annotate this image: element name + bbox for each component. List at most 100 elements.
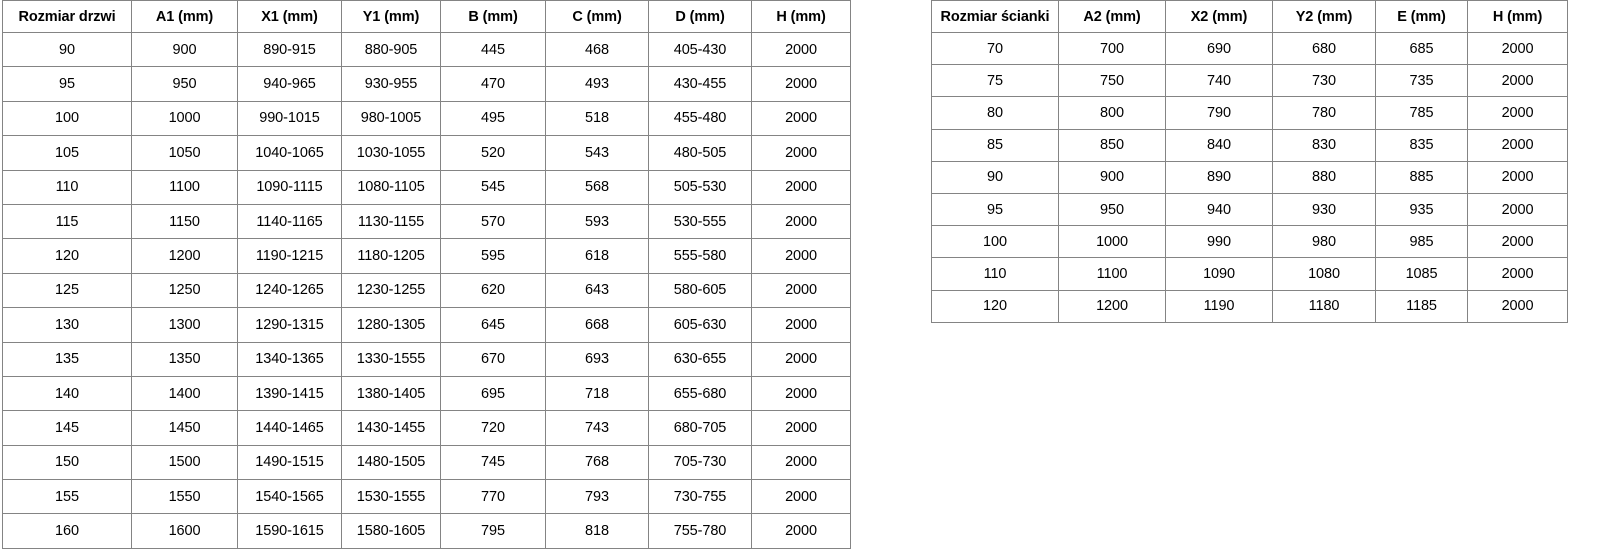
cell-doors-r13-c3: 1530-1555: [341, 479, 441, 515]
cell-doors-r13-c2: 1540-1565: [237, 479, 342, 515]
cell-doors-r5-c3: 1130-1155: [341, 203, 441, 240]
column-header-doors-1: A1 (mm): [131, 0, 238, 33]
cell-walls-r6-c0: 100: [931, 225, 1059, 259]
cell-walls-r8-c1: 1200: [1058, 289, 1166, 323]
cell-walls-r4-c3: 880: [1272, 160, 1376, 194]
cell-doors-r10-c2: 1390-1415: [237, 375, 342, 412]
cell-walls-r1-c1: 750: [1058, 64, 1166, 98]
cell-doors-r3-c0: 105: [2, 135, 132, 171]
cell-doors-r5-c1: 1150: [131, 203, 238, 240]
column-header-doors-2: X1 (mm): [237, 0, 342, 33]
cell-walls-r3-c1: 850: [1058, 128, 1166, 162]
cell-doors-r3-c7: 2000: [751, 135, 851, 171]
cell-walls-r6-c4: 985: [1375, 225, 1468, 259]
column-header-doors-7: H (mm): [751, 0, 851, 33]
cell-doors-r12-c0: 150: [2, 444, 132, 481]
table-row: 100 1000 990 980 985 2000: [931, 225, 1568, 259]
cell-doors-r10-c6: 655-680: [648, 375, 752, 412]
cell-walls-r5-c2: 940: [1165, 192, 1273, 227]
column-header-doors-3: Y1 (mm): [341, 0, 441, 33]
table-row: 125 1250 1240-1265 1230-1255 620 643 580-605 20…: [2, 272, 851, 309]
cell-doors-r10-c4: 695: [440, 375, 546, 412]
cell-doors-r7-c4: 620: [440, 272, 546, 309]
column-header-doors-0: Rozmiar drzwi: [2, 0, 132, 33]
cell-doors-r12-c7: 2000: [751, 444, 851, 481]
cell-doors-r2-c0: 100: [2, 100, 132, 137]
door-size-table: Rozmiar drzwi A1 (mm) X1 (mm) Y1 (mm) B (mm)…: [2, 0, 851, 549]
cell-doors-r4-c5: 568: [545, 169, 649, 205]
cell-walls-r7-c2: 1090: [1165, 257, 1273, 291]
cell-doors-r7-c5: 643: [545, 272, 649, 309]
cell-doors-r1-c1: 950: [131, 66, 238, 102]
cell-doors-r5-c7: 2000: [751, 203, 851, 240]
cell-doors-r8-c6: 605-630: [648, 307, 752, 343]
cell-doors-r2-c1: 1000: [131, 100, 238, 137]
cell-doors-r6-c7: 2000: [751, 238, 851, 274]
cell-doors-r7-c0: 125: [2, 272, 132, 309]
cell-doors-r11-c6: 680-705: [648, 410, 752, 446]
cell-walls-r6-c5: 2000: [1467, 225, 1568, 259]
cell-walls-r4-c5: 2000: [1467, 160, 1568, 194]
cell-walls-r7-c0: 110: [931, 257, 1059, 291]
cell-doors-r4-c4: 545: [440, 169, 546, 205]
cell-doors-r3-c5: 543: [545, 135, 649, 171]
cell-walls-r5-c0: 95: [931, 192, 1059, 227]
cell-doors-r6-c6: 555-580: [648, 238, 752, 274]
table-row: 115 1150 1140-1165 1130-1155 570 593 530-555 20…: [2, 203, 851, 240]
column-header-doors-4: B (mm): [440, 0, 546, 33]
table-row: 145 1450 1440-1465 1430-1455 720 743 680-705 20…: [2, 410, 851, 446]
cell-doors-r9-c5: 693: [545, 341, 649, 377]
cell-walls-r1-c4: 735: [1375, 64, 1468, 98]
table-row: 100 1000 990-1015 980-1005 495 518 455-480 2000: [2, 100, 851, 137]
cell-doors-r1-c4: 470: [440, 66, 546, 102]
cell-doors-r9-c1: 1350: [131, 341, 238, 377]
column-header-walls-4: E (mm): [1375, 0, 1468, 33]
cell-walls-r3-c3: 830: [1272, 128, 1376, 162]
cell-walls-r0-c4: 685: [1375, 31, 1468, 66]
column-header-doors-6: D (mm): [648, 0, 752, 33]
column-header-walls-0: Rozmiar ścianki: [931, 0, 1059, 33]
cell-doors-r12-c5: 768: [545, 444, 649, 481]
cell-walls-r8-c2: 1190: [1165, 289, 1273, 323]
table-row: 95 950 940-965 930-955 470 493 430-455 2000: [2, 66, 851, 102]
cell-walls-r3-c4: 835: [1375, 128, 1468, 162]
column-header-doors-5: C (mm): [545, 0, 649, 33]
cell-walls-r3-c2: 840: [1165, 128, 1273, 162]
cell-doors-r6-c4: 595: [440, 238, 546, 274]
cell-walls-r8-c4: 1185: [1375, 289, 1468, 323]
cell-doors-r9-c3: 1330-1555: [341, 341, 441, 377]
cell-doors-r14-c4: 795: [440, 513, 546, 549]
cell-doors-r1-c6: 430-455: [648, 66, 752, 102]
cell-doors-r3-c1: 1050: [131, 135, 238, 171]
cell-walls-r4-c0: 90: [931, 160, 1059, 194]
cell-walls-r7-c1: 1100: [1058, 257, 1166, 291]
cell-walls-r1-c3: 730: [1272, 64, 1376, 98]
column-header-walls-5: H (mm): [1467, 0, 1568, 33]
cell-doors-r5-c5: 593: [545, 203, 649, 240]
cell-walls-r8-c0: 120: [931, 289, 1059, 323]
cell-doors-r0-c2: 890-915: [237, 31, 342, 68]
cell-doors-r10-c7: 2000: [751, 375, 851, 412]
cell-doors-r8-c5: 668: [545, 307, 649, 343]
cell-doors-r4-c7: 2000: [751, 169, 851, 205]
cell-doors-r7-c1: 1250: [131, 272, 238, 309]
cell-doors-r13-c6: 730-755: [648, 479, 752, 515]
cell-walls-r8-c5: 2000: [1467, 289, 1568, 323]
cell-doors-r8-c0: 130: [2, 307, 132, 343]
cell-doors-r7-c7: 2000: [751, 272, 851, 309]
cell-doors-r6-c0: 120: [2, 238, 132, 274]
cell-walls-r2-c0: 80: [931, 96, 1059, 130]
column-header-walls-2: X2 (mm): [1165, 0, 1273, 33]
cell-doors-r0-c3: 880-905: [341, 31, 441, 68]
table-body: 90 900 890-915 880-905 445 468 405-430 2000 95 95…: [2, 31, 851, 549]
cell-walls-r2-c3: 780: [1272, 96, 1376, 130]
table-row: 85 850 840 830 835 2000: [931, 128, 1568, 162]
cell-doors-r8-c1: 1300: [131, 307, 238, 343]
cell-doors-r4-c3: 1080-1105: [341, 169, 441, 205]
cell-walls-r1-c5: 2000: [1467, 64, 1568, 98]
cell-doors-r11-c2: 1440-1465: [237, 410, 342, 446]
table-row: 120 1200 1190-1215 1180-1205 595 618 555-580 20…: [2, 238, 851, 274]
cell-walls-r6-c2: 990: [1165, 225, 1273, 259]
cell-doors-r14-c2: 1590-1615: [237, 513, 342, 549]
cell-doors-r11-c0: 145: [2, 410, 132, 446]
